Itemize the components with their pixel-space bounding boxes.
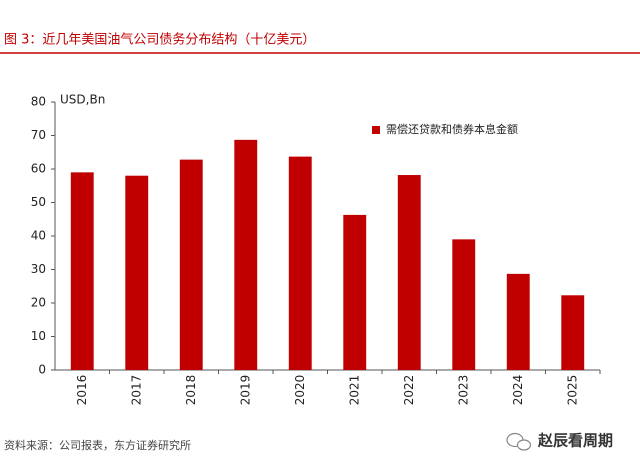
- bar: [179, 159, 203, 370]
- bar: [561, 295, 585, 370]
- bar: [70, 172, 94, 370]
- bar: [125, 175, 149, 370]
- x-tick-label: 2017: [129, 375, 143, 406]
- bar: [506, 273, 530, 370]
- x-tick-label: 2018: [184, 375, 198, 406]
- legend-label: 需偿还贷款和债券本息金额: [386, 122, 518, 136]
- bar: [452, 239, 476, 370]
- x-tick-label: 2022: [402, 375, 416, 406]
- y-tick-label: 70: [31, 128, 46, 142]
- bar: [397, 175, 421, 370]
- x-tick-label: 2024: [511, 375, 525, 406]
- wechat-icon: [506, 432, 532, 451]
- y-tick-label: 0: [38, 363, 46, 377]
- watermark: 赵辰看周期: [537, 432, 613, 450]
- chart-title: 图 3：近几年美国油气公司债务分布结构（十亿美元）: [4, 32, 315, 48]
- x-tick-label: 2023: [456, 375, 470, 406]
- x-tick-label: 2020: [293, 375, 307, 406]
- y-tick-label: 50: [31, 195, 46, 209]
- y-tick-label: 20: [31, 296, 46, 310]
- y-axis-label: USD,Bn: [60, 93, 105, 107]
- y-tick-label: 60: [31, 162, 46, 176]
- x-tick-label: 2016: [75, 375, 89, 406]
- y-tick-label: 10: [31, 329, 46, 343]
- bar: [343, 214, 367, 370]
- y-tick-label: 80: [31, 95, 46, 109]
- legend-swatch: [372, 126, 380, 134]
- source-note: 资料来源：公司报表，东方证券研究所: [4, 438, 191, 452]
- x-tick-label: 2025: [565, 375, 579, 406]
- bar: [288, 156, 312, 370]
- bar: [234, 139, 258, 370]
- y-tick-label: 40: [31, 229, 46, 243]
- y-tick-label: 30: [31, 262, 46, 276]
- x-tick-label: 2021: [347, 375, 361, 406]
- x-tick-label: 2019: [238, 375, 252, 406]
